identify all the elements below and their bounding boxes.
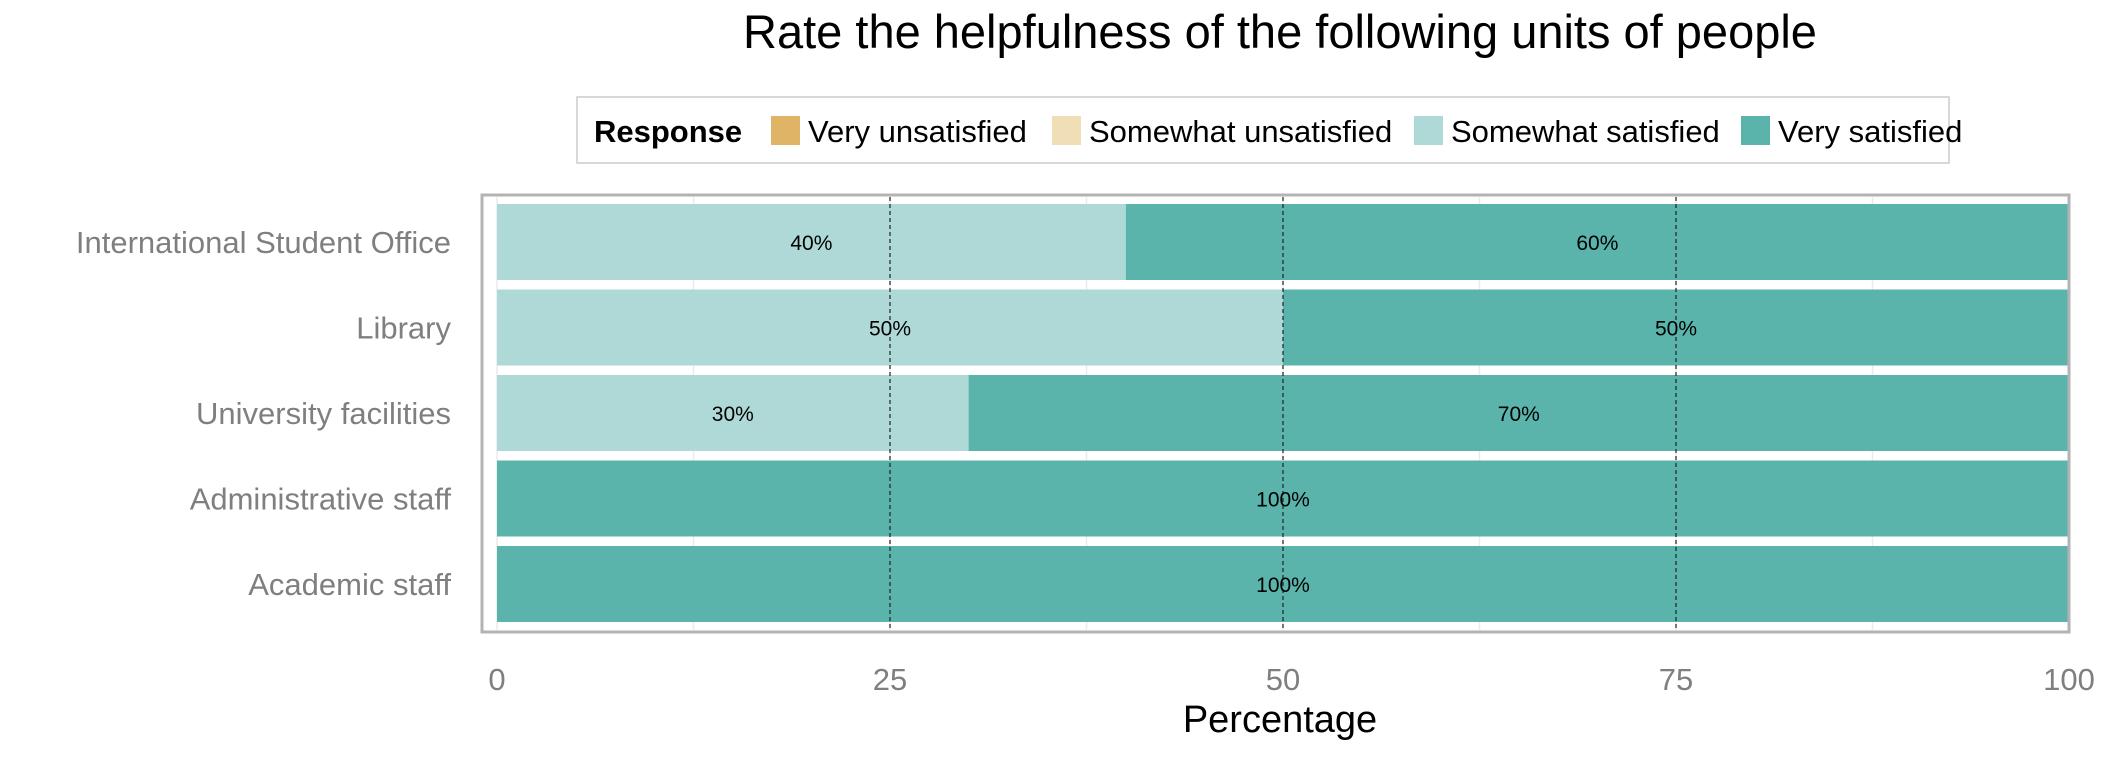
legend-label: Somewhat unsatisfied — [1089, 114, 1392, 149]
legend-title: Response — [594, 114, 742, 149]
chart-title: Rate the helpfulness of the following un… — [743, 5, 1817, 58]
reference-lines — [889, 197, 1677, 630]
legend-label: Very satisfied — [1778, 114, 1962, 149]
legend-label: Very unsatisfied — [808, 114, 1027, 149]
y-axis-label: Library — [356, 311, 451, 346]
plot-border — [480, 193, 2071, 634]
y-axis-label: Academic staff — [248, 567, 451, 602]
data-label: 70% — [1498, 403, 1540, 426]
data-label: 100% — [1256, 489, 1310, 512]
bars — [497, 204, 2069, 622]
bar-labels: 40% 60% 50% 50% 30% 70% 100% 100% — [712, 232, 1697, 597]
legend-label: Somewhat satisfied — [1451, 114, 1720, 149]
x-axis-ticks: 0 25 50 75 100 — [488, 662, 2094, 697]
legend-items: Very unsatisfied Somewhat unsatisfied Some… — [771, 114, 1962, 149]
legend-swatch — [1414, 116, 1443, 145]
legend-box — [576, 96, 1950, 164]
x-tick-label: 25 — [873, 662, 907, 697]
legend-swatch — [1741, 116, 1770, 145]
data-label: 50% — [869, 318, 911, 341]
x-tick-label: 50 — [1266, 662, 1300, 697]
y-axis-label: University facilities — [196, 396, 451, 431]
y-axis-label: Administrative staff — [190, 482, 452, 517]
data-label: 40% — [790, 232, 832, 255]
data-label: 50% — [1655, 318, 1697, 341]
bar-segment — [497, 204, 1126, 280]
y-axis-labels: International Student Office Library Unive… — [76, 225, 452, 602]
x-tick-label: 100 — [2043, 662, 2095, 697]
data-label: 100% — [1256, 574, 1310, 597]
y-axis-label: International Student Office — [76, 225, 451, 260]
x-tick-label: 75 — [1659, 662, 1693, 697]
data-label: 30% — [712, 403, 754, 426]
bar-segment — [968, 375, 2069, 451]
legend: Response Very unsatisfied Somewhat unsati… — [576, 96, 1962, 164]
data-label: 60% — [1576, 232, 1618, 255]
x-axis-title: Percentage — [1183, 699, 1377, 741]
legend-swatch — [1052, 116, 1081, 145]
legend-swatch — [771, 116, 800, 145]
x-tick-label: 0 — [488, 662, 505, 697]
